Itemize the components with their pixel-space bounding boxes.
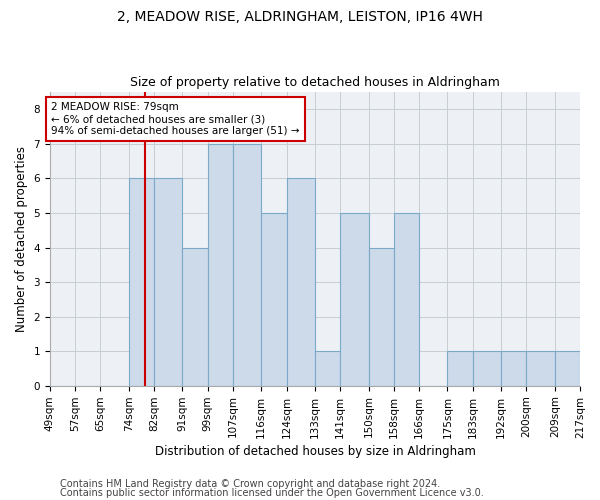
Bar	[208, 144, 233, 386]
Text: Contains public sector information licensed under the Open Government Licence v3: Contains public sector information licen…	[60, 488, 484, 498]
Text: 2, MEADOW RISE, ALDRINGHAM, LEISTON, IP16 4WH: 2, MEADOW RISE, ALDRINGHAM, LEISTON, IP1…	[117, 10, 483, 24]
Bar	[394, 213, 419, 386]
Bar	[182, 248, 208, 386]
Bar	[368, 248, 394, 386]
Bar	[526, 351, 555, 386]
X-axis label: Distribution of detached houses by size in Aldringham: Distribution of detached houses by size …	[155, 444, 475, 458]
Title: Size of property relative to detached houses in Aldringham: Size of property relative to detached ho…	[130, 76, 500, 90]
Bar	[315, 351, 340, 386]
Y-axis label: Number of detached properties: Number of detached properties	[15, 146, 28, 332]
Text: Contains HM Land Registry data © Crown copyright and database right 2024.: Contains HM Land Registry data © Crown c…	[60, 479, 440, 489]
Bar	[154, 178, 182, 386]
Bar	[501, 351, 526, 386]
Bar	[473, 351, 501, 386]
Bar	[340, 213, 368, 386]
Bar	[233, 144, 262, 386]
Bar	[448, 351, 473, 386]
Bar	[287, 178, 315, 386]
Bar	[262, 213, 287, 386]
Text: 2 MEADOW RISE: 79sqm
← 6% of detached houses are smaller (3)
94% of semi-detache: 2 MEADOW RISE: 79sqm ← 6% of detached ho…	[51, 102, 299, 136]
Bar	[555, 351, 580, 386]
Bar	[129, 178, 154, 386]
